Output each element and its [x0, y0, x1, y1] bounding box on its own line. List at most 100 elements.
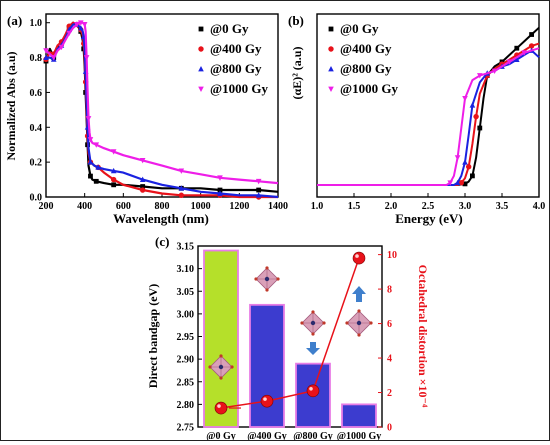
- panel-c-ytick-label: 3.00: [177, 309, 195, 320]
- octahedron-vertex-atom: [369, 321, 373, 325]
- panel-c-ticks: 2.75 2.80 2.85 2.90 2.95 3.00 3.05 3.10 3.15 0 2 4 6…: [177, 242, 398, 443]
- panel-c-ylabel: Direct bandgap (eV): [146, 284, 160, 388]
- panel-c-category-label: @400 Gy: [247, 431, 287, 440]
- panel-a-legend-label: @1000 Gy: [210, 81, 268, 96]
- octahedron-center-atom: [310, 320, 316, 326]
- panel-a-xtick-label: 1200: [229, 201, 249, 212]
- panel-a-ylabel: Normalized Abs (a.u): [4, 52, 18, 161]
- panel-b-xtick-label: 1.0: [311, 201, 324, 212]
- panel-c-y2tick-label: 4: [387, 354, 392, 365]
- panel-a-series-marker: [58, 44, 65, 51]
- panel-b-legend-label: @0 Gy: [340, 21, 379, 36]
- panel-b-xtick-label: 3.5: [496, 201, 509, 212]
- panel-a-legend: @0 Gy @400 Gy @800 Gy @1000 Gy: [198, 21, 268, 96]
- octahedron-vertex-atom: [219, 376, 223, 380]
- panel-c-distortion-point: [214, 401, 228, 415]
- panel-a-legend-label: @400 Gy: [210, 41, 262, 56]
- panel-b-series-marker: [447, 180, 453, 186]
- panel-b-series-marker: [514, 45, 520, 51]
- panel-c-distortion-point-highlight: [263, 397, 267, 401]
- panel-b-legend-marker: [328, 66, 334, 72]
- panel-b-xlabel: Energy (eV): [395, 211, 463, 226]
- panel-a-xtick-label: 200: [39, 201, 54, 212]
- panel-a-series-marker: [50, 55, 57, 61]
- panel-a-series-line: [45, 21, 279, 185]
- panel-a-label: (a): [7, 13, 22, 28]
- panel-b-series-marker: [506, 59, 513, 65]
- panel-a-series-marker: [110, 149, 117, 155]
- panel-b-xtick-label: 1.5: [348, 201, 361, 212]
- panel-a-series-marker: [217, 190, 223, 196]
- panel-c-ytick-label: 3.15: [177, 242, 195, 253]
- panel-c-ytick-label: 2.75: [177, 423, 195, 434]
- panel-a-legend-marker: [198, 46, 204, 52]
- panel-b-series-marker: [462, 181, 468, 187]
- panel-a-ytick-label: 0.8: [30, 53, 43, 64]
- panel-b-ticks: 1.0 1.5 2.0 2.5 3.0 3.5 4.0: [311, 193, 546, 212]
- panel-c-ytick-label: 3.05: [177, 287, 195, 298]
- panel-b-series-marker: [528, 43, 535, 49]
- panel-a-ticks: 200 400 600 800 1000 1200 1400 0.0 0.2 0.4 0.6 0.8 1…: [30, 18, 289, 212]
- octahedron-vertex-atom: [265, 288, 269, 292]
- panel-b-series-marker: [473, 113, 479, 120]
- panel-a-series-marker: [110, 176, 117, 183]
- panel-b: (b) Energy (eV) (αE)² (a.u) 1.0 1.5 2.0 2.5…: [288, 13, 545, 226]
- down-arrow-icon: [306, 342, 320, 355]
- panel-a-ytick-label: 0.0: [30, 193, 43, 204]
- octahedron-icon-800gy: [300, 310, 326, 336]
- panel-a-series-marker: [217, 187, 223, 193]
- panel-b-xtick-label: 4.0: [533, 201, 546, 212]
- panel-a-series-marker: [178, 185, 185, 191]
- panel-b-series-marker: [521, 50, 527, 56]
- panel-a-series-marker: [83, 55, 90, 61]
- panel-b-legend-marker: [328, 46, 334, 52]
- panel-b-xtick-label: 2.0: [385, 201, 398, 212]
- panel-a-legend-marker: [198, 86, 204, 92]
- panel-b-series-marker: [466, 164, 472, 170]
- panel-a: (a) Wavelength (nm) Normalized Abs (a.u)…: [4, 13, 288, 226]
- octahedron-vertex-atom: [311, 310, 315, 314]
- panel-a-ytick-label: 0.2: [30, 158, 43, 169]
- panel-a-xtick-label: 600: [116, 201, 131, 212]
- panel-c-ytick-label: 2.95: [177, 332, 195, 343]
- panel-b-series-marker: [454, 179, 461, 186]
- panel-b-series-marker: [469, 102, 476, 108]
- panel-c-category-label: @1000 Gy: [337, 431, 382, 440]
- panel-c-label: (c): [155, 234, 169, 249]
- panel-a-series-marker: [43, 54, 49, 60]
- panel-c-bar: [341, 403, 377, 428]
- panel-c-bars: [203, 249, 377, 428]
- panel-a-ytick-label: 1.0: [30, 18, 43, 29]
- octahedron-vertex-atom: [265, 266, 269, 270]
- panel-a-series: [43, 20, 279, 200]
- octahedron-vertex-atom: [219, 354, 223, 358]
- octahedron-center-atom: [356, 320, 362, 326]
- panel-c-ytick-label: 2.80: [177, 400, 195, 411]
- panel-b-legend-marker: [328, 86, 334, 92]
- panel-b-ylabel: (αE)² (a.u): [290, 47, 304, 100]
- panel-b-series-marker: [514, 56, 520, 62]
- panel-a-xlabel: Wavelength (nm): [113, 211, 209, 226]
- panel-a-legend-label: @800 Gy: [210, 61, 262, 76]
- panel-b-series-marker: [470, 173, 475, 179]
- panel-b-series-marker: [462, 159, 468, 165]
- panel-a-series-marker: [111, 182, 117, 188]
- panel-b-legend-label: @400 Gy: [340, 41, 392, 56]
- panel-a-series-marker: [139, 176, 146, 182]
- panel-b-series-marker: [477, 73, 483, 79]
- panel-c-ytick-label: 2.90: [177, 355, 195, 366]
- panel-b-series-marker: [462, 95, 468, 102]
- panel-a-legend-marker: [198, 26, 204, 32]
- panel-c-y2tick-label: 0: [387, 423, 392, 434]
- panel-a-series-marker: [43, 48, 49, 54]
- octahedron-vertex-atom: [300, 321, 304, 325]
- panel-a-series-marker: [110, 167, 117, 174]
- panel-c-bar: [203, 249, 239, 428]
- octahedron-vertex-atom: [276, 277, 280, 281]
- panel-a-series-marker: [87, 159, 94, 165]
- panel-a-series-marker: [85, 116, 92, 122]
- panel-c-ytick-label: 2.85: [177, 377, 195, 388]
- panel-b-series-marker: [458, 180, 464, 186]
- panel-a-series-marker: [93, 178, 99, 184]
- panel-c: (c) Direct bandgap (eV) Octahedral disto…: [146, 234, 430, 443]
